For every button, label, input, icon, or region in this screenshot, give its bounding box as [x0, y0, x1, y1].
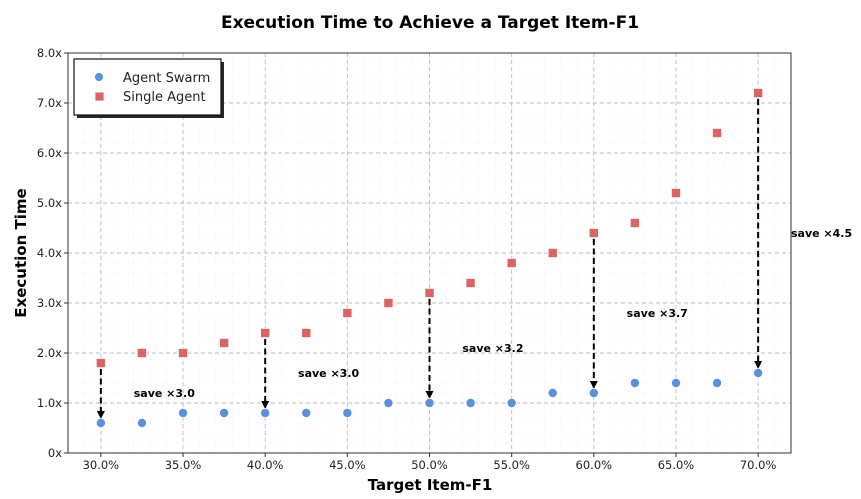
point-agent-swarm	[342, 407, 353, 418]
point-agent-swarm	[136, 417, 147, 428]
y-tick-label: 8.0x	[37, 46, 62, 60]
point-agent-swarm	[670, 377, 681, 388]
point-agent-swarm	[588, 387, 599, 398]
x-tick-label: 35.0%	[165, 458, 202, 472]
data-points	[95, 88, 764, 428]
savings-label: save ×3.2	[462, 342, 523, 355]
x-tick-label: 55.0%	[493, 458, 530, 472]
point-agent-swarm	[712, 377, 723, 388]
point-single-agent	[670, 187, 681, 198]
point-single-agent	[301, 327, 312, 338]
x-tick-label: 45.0%	[329, 458, 366, 472]
point-single-agent	[465, 277, 476, 288]
point-agent-swarm	[219, 407, 230, 418]
x-axis-label: Target Item-F1	[368, 476, 493, 494]
point-single-agent	[588, 227, 599, 238]
legend-marker-agent-swarm	[94, 72, 104, 82]
y-tick-label: 0x	[48, 446, 62, 460]
point-single-agent	[219, 337, 230, 348]
legend-label-agent-swarm: Agent Swarm	[123, 71, 210, 86]
x-tick-label: 70.0%	[740, 458, 777, 472]
legend-box	[73, 58, 222, 116]
point-agent-swarm	[547, 387, 558, 398]
axis-ticks: 30.0% 35.0% 40.0% 45.0% 50.0% 55.0% 60.0% 65.0%…	[37, 46, 777, 472]
point-single-agent	[753, 88, 764, 99]
point-agent-swarm	[301, 407, 312, 418]
point-single-agent	[95, 357, 106, 368]
point-agent-swarm	[506, 397, 517, 408]
point-agent-swarm	[753, 367, 764, 378]
y-tick-label: 6.0x	[37, 146, 62, 160]
x-tick-label: 50.0%	[411, 458, 448, 472]
y-tick-label: 1.0x	[37, 396, 62, 410]
legend-marker-single-agent	[94, 91, 105, 102]
y-tick-label: 3.0x	[37, 296, 62, 310]
chart-title: Execution Time to Achieve a Target Item-…	[221, 13, 639, 33]
annotations: save ×3.0 save ×3.0 save ×3.2 save ×3.7 save…	[96, 99, 852, 419]
point-single-agent	[383, 297, 394, 308]
savings-label: save ×3.7	[627, 307, 688, 320]
savings-label: save ×4.5	[791, 227, 852, 240]
y-axis-label: Execution Time	[12, 188, 30, 317]
point-single-agent	[547, 247, 558, 258]
legend: Agent Swarm Single Agent	[73, 58, 224, 118]
point-agent-swarm	[95, 417, 106, 428]
point-agent-swarm	[383, 397, 394, 408]
point-agent-swarm	[424, 397, 435, 408]
point-single-agent	[712, 127, 723, 138]
point-agent-swarm	[260, 407, 271, 418]
point-single-agent	[506, 257, 517, 268]
x-tick-label: 65.0%	[658, 458, 695, 472]
y-tick-label: 5.0x	[37, 196, 62, 210]
point-single-agent	[342, 307, 353, 318]
y-tick-label: 7.0x	[37, 96, 62, 110]
point-agent-swarm	[178, 407, 189, 418]
x-tick-label: 30.0%	[83, 458, 120, 472]
point-single-agent	[424, 287, 435, 298]
point-agent-swarm	[465, 397, 476, 408]
savings-label: save ×3.0	[134, 387, 195, 400]
legend-label-single-agent: Single Agent	[123, 90, 206, 105]
savings-label: save ×3.0	[298, 367, 359, 380]
point-single-agent	[629, 217, 640, 228]
point-single-agent	[178, 347, 189, 358]
y-tick-label: 4.0x	[37, 246, 62, 260]
point-single-agent	[136, 347, 147, 358]
point-single-agent	[260, 327, 271, 338]
x-tick-label: 60.0%	[576, 458, 613, 472]
point-agent-swarm	[629, 377, 640, 388]
y-tick-label: 2.0x	[37, 346, 62, 360]
grid	[67, 52, 792, 454]
x-tick-label: 40.0%	[247, 458, 284, 472]
